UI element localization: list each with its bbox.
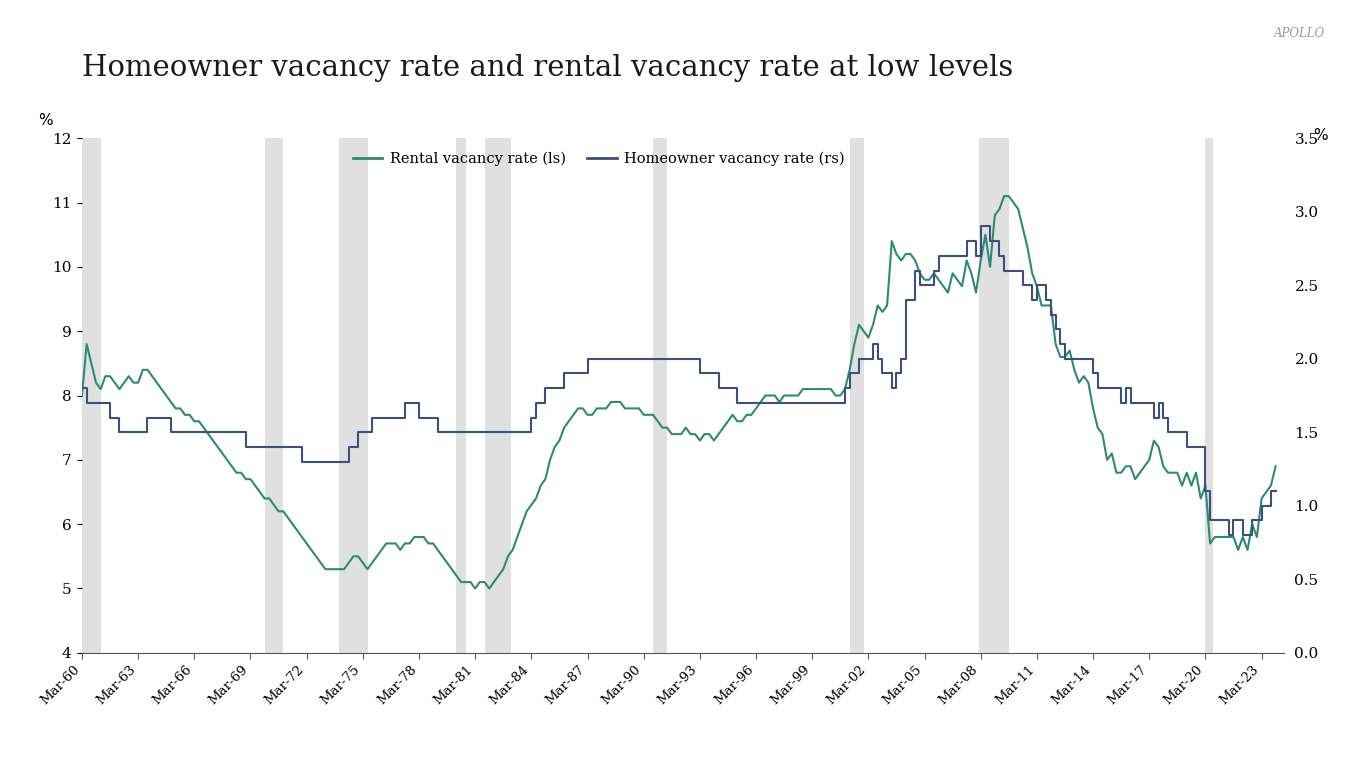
Y-axis label: %: % — [1313, 128, 1328, 143]
Y-axis label: %: % — [38, 113, 53, 128]
Legend: Rental vacancy rate (ls), Homeowner vacancy rate (rs): Rental vacancy rate (ls), Homeowner vaca… — [347, 145, 851, 171]
Text: Homeowner vacancy rate and rental vacancy rate at low levels: Homeowner vacancy rate and rental vacanc… — [82, 54, 1014, 81]
Bar — [850, 138, 863, 653]
Text: APOLLO: APOLLO — [1274, 27, 1325, 40]
Bar — [265, 138, 283, 653]
Bar — [339, 138, 367, 653]
Bar — [653, 138, 667, 653]
Bar — [82, 138, 101, 653]
Bar — [1205, 138, 1213, 653]
Bar — [979, 138, 1009, 653]
Bar — [456, 138, 466, 653]
Bar — [485, 138, 511, 653]
